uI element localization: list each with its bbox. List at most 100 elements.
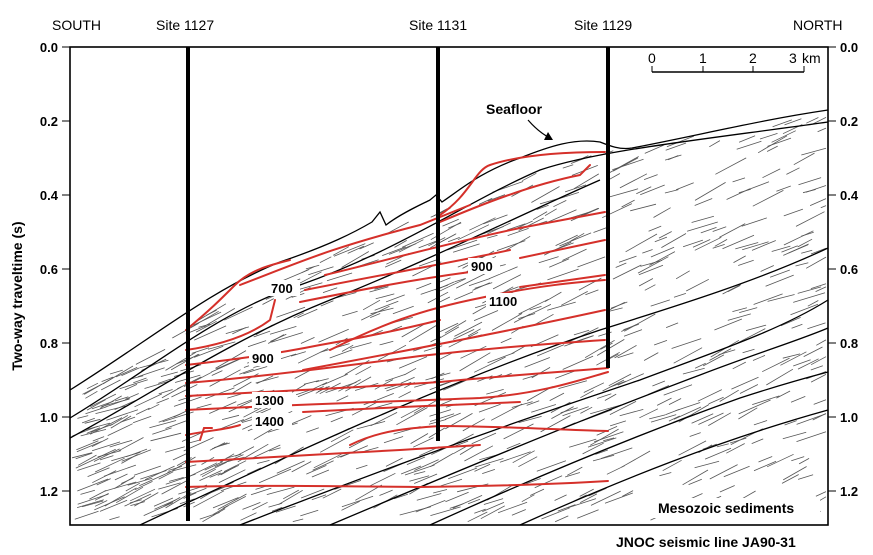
reflector-stroke [276, 460, 305, 474]
reflector-stroke [738, 188, 751, 194]
reflector-stroke [361, 305, 390, 321]
scale-unit-label: km [802, 50, 821, 66]
reflector-stroke [554, 515, 569, 523]
reflector-stroke [394, 240, 407, 248]
reflector-stroke [464, 445, 494, 462]
reflector-stroke [330, 416, 343, 423]
reflector-stroke [99, 455, 114, 461]
site-1127-label: Site 1127 [156, 17, 214, 33]
reflector-stroke [160, 371, 178, 377]
reflector-stroke [739, 307, 758, 313]
reflector-stroke [430, 506, 461, 516]
reflector-stroke [780, 317, 801, 327]
reflector-stroke [388, 243, 417, 255]
reflector-stroke [139, 359, 169, 369]
reflector-stroke [345, 376, 372, 392]
reflector-stroke [499, 451, 531, 463]
reflector-stroke [362, 299, 381, 311]
reflector-stroke [608, 373, 632, 387]
reflector-stroke [89, 490, 107, 500]
reflector-stroke [573, 173, 600, 190]
reflector-stroke [614, 345, 637, 359]
seafloor-line [69, 109, 829, 391]
reflector-stroke [798, 177, 822, 186]
reflector-stroke [212, 497, 239, 509]
reflector-stroke [132, 415, 152, 424]
reflector-stroke [608, 173, 621, 181]
reflector-stroke [704, 447, 732, 460]
red-horizon [329, 279, 606, 351]
reflector-stroke [816, 339, 827, 346]
reflector-stroke [247, 340, 267, 348]
seismic-line-caption: JNOC seismic line JA90-31 [616, 534, 796, 550]
reflector-stroke [243, 366, 268, 375]
reflector-stroke [413, 437, 434, 448]
reflector-stroke [810, 374, 827, 383]
reflector-stroke [618, 255, 637, 263]
reflector-stroke [607, 156, 639, 174]
reflector-stroke [214, 454, 244, 467]
reflector-stroke [675, 182, 694, 191]
reflector-stroke [104, 487, 137, 507]
reflector-stroke [686, 278, 709, 292]
reflector-stroke [209, 472, 221, 478]
reflector-stroke [158, 482, 181, 490]
reflector-stroke [602, 379, 625, 392]
reflector-stroke [488, 266, 518, 280]
reflector-stroke [549, 258, 570, 268]
reflector-stroke [531, 404, 557, 413]
reflector-stroke [590, 490, 621, 506]
reflector-stroke [480, 505, 505, 520]
reflector-stroke [665, 322, 679, 328]
red-horizon [199, 427, 213, 441]
red-horizon [439, 164, 591, 223]
reflector-stroke [719, 485, 735, 493]
reflector-stroke [694, 182, 726, 201]
reflector-stroke [604, 393, 617, 401]
reflector-stroke [227, 393, 242, 399]
reflector-stroke [444, 412, 461, 420]
reflector-stroke [518, 456, 538, 468]
reflector-stroke [637, 256, 669, 274]
reflector-stroke [385, 374, 405, 382]
reflector-stroke [355, 365, 372, 376]
seafloor-arrowhead [544, 132, 553, 140]
reflector-stroke [91, 441, 121, 452]
reflector-stroke [516, 220, 533, 229]
red-horizon [519, 239, 606, 259]
pick-label-bg [252, 392, 292, 408]
reflector-stroke [487, 194, 506, 202]
reflector-stroke [810, 356, 827, 366]
reflector-stroke [418, 240, 439, 249]
reflector-stroke [820, 205, 827, 209]
reflector-stroke [642, 249, 653, 254]
scale-bar: 0 1 2 3 km [648, 50, 821, 73]
reflector-stroke [355, 464, 368, 470]
reflector-stroke [562, 164, 574, 169]
reflector-stroke [659, 472, 672, 477]
reflector-stroke [522, 374, 538, 380]
reflector-stroke [796, 431, 827, 442]
reflector-stroke [98, 448, 116, 458]
reflector-stroke [448, 467, 478, 480]
reflector-stroke [452, 243, 480, 253]
reflector-stroke [478, 197, 493, 205]
reflector-stroke [668, 415, 680, 422]
reflector-stroke [678, 440, 707, 456]
reflector-stroke [771, 245, 791, 252]
reflector-stroke [524, 357, 550, 368]
reflector-stroke [300, 509, 319, 517]
reflector-stroke [719, 223, 746, 238]
right-tick-label: 1.2 [840, 484, 858, 499]
reflector-stroke [334, 480, 362, 490]
reflector-stroke [84, 418, 101, 424]
reflector-stroke [440, 478, 463, 487]
reflector-stroke [370, 313, 381, 318]
reflector-stroke [549, 392, 565, 401]
depth-picks: 700 900 1100 900 1300 1400 [249, 258, 526, 429]
reflector-stroke [639, 408, 659, 419]
reflector-stroke [609, 420, 627, 427]
reflector-stroke [143, 502, 174, 516]
reflector-stroke [384, 259, 402, 268]
reflector-stroke [644, 144, 664, 154]
